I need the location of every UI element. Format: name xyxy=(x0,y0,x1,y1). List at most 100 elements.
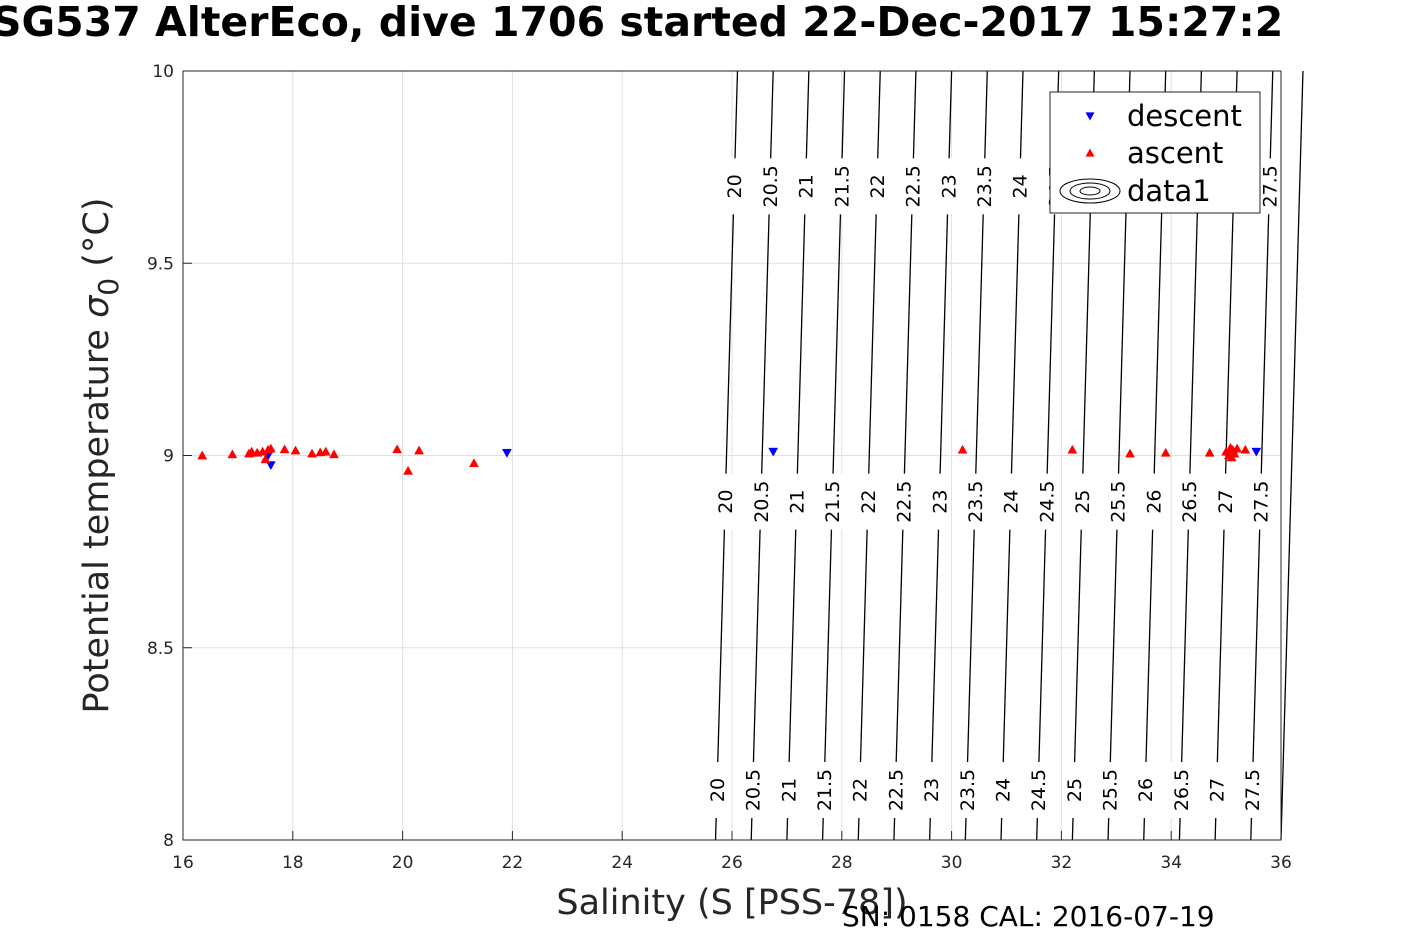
contour-label: 24.5 xyxy=(1028,769,1050,811)
contour-label: 24 xyxy=(1001,490,1023,514)
contour-label-gap xyxy=(1213,473,1236,530)
contour-label: 22.5 xyxy=(885,769,907,811)
contour-label: 26 xyxy=(1143,490,1165,514)
contour-label: 27.5 xyxy=(1242,769,1264,811)
x-tick-label: 26 xyxy=(721,853,743,873)
contour-label: 21.5 xyxy=(822,480,844,522)
x-tick-label: 18 xyxy=(282,853,304,873)
contour-label: 21.5 xyxy=(831,165,853,207)
descent-point xyxy=(265,461,276,471)
contour-label: 26.5 xyxy=(1179,480,1201,522)
ascent-point xyxy=(320,446,331,456)
contour-label-gap xyxy=(714,473,737,530)
contour-label-gap xyxy=(1142,473,1165,530)
contour-label-gap xyxy=(1178,473,1201,530)
contour-label: 22 xyxy=(858,490,880,514)
contour-label: 20.5 xyxy=(760,165,782,207)
contour-label-gap xyxy=(963,473,986,530)
legend-box xyxy=(1049,91,1261,214)
contour-label-gap xyxy=(920,762,943,819)
contour-label: 21.5 xyxy=(814,769,836,811)
ascent-point xyxy=(1204,447,1215,457)
contour-label: 20.5 xyxy=(751,480,773,522)
contour-label: 25.5 xyxy=(1108,480,1130,522)
contour-label: 24 xyxy=(1010,174,1032,198)
contour-label: 22.5 xyxy=(894,480,916,522)
contour-label-gap xyxy=(937,158,960,215)
contour-label-gap xyxy=(813,762,836,819)
ascent-point xyxy=(227,449,238,459)
ascent-point xyxy=(279,444,290,454)
contour-label-gap xyxy=(777,762,800,819)
contour-label: 25 xyxy=(1072,490,1094,514)
ascent-point xyxy=(1125,448,1135,458)
contour-label: 24 xyxy=(992,778,1014,802)
x-tick-label: 36 xyxy=(1270,853,1292,873)
legend-ascent-marker xyxy=(1085,148,1095,157)
ascent-point xyxy=(1160,447,1171,457)
descent-point xyxy=(501,448,512,458)
contour-label: 26.5 xyxy=(1171,769,1193,811)
contour-label-gap xyxy=(821,473,844,530)
ascent-point xyxy=(329,449,339,459)
contour-label-gap xyxy=(928,473,951,530)
contour-label: 20.5 xyxy=(743,769,765,811)
contour-label: 20 xyxy=(724,174,746,198)
contour-label-gap xyxy=(901,158,924,215)
contour-label-gap xyxy=(1106,473,1129,530)
contour-label: 22 xyxy=(850,778,872,802)
y-axis-label-symbol: σ xyxy=(77,294,117,318)
contour-label: 22 xyxy=(867,174,889,198)
ascent-point xyxy=(246,446,257,456)
contour-label-gap xyxy=(856,473,879,530)
contour-label: 27 xyxy=(1215,490,1237,514)
contour-line xyxy=(1280,70,1304,841)
contour-label-gap xyxy=(749,473,772,530)
ascent-point xyxy=(1229,448,1240,458)
y-axis-label: Potential temperature σ0 (°C) xyxy=(77,198,125,714)
ascent-point xyxy=(1240,444,1251,454)
contour-label-gap xyxy=(955,762,978,819)
legend-contour-icon xyxy=(1069,182,1111,200)
contour-label-gap xyxy=(892,473,915,530)
y-tick-label: 8.5 xyxy=(147,639,174,659)
x-tick-label: 20 xyxy=(392,853,414,873)
legend-contour-icon xyxy=(1059,178,1121,204)
y-tick-label: 10 xyxy=(152,62,174,82)
legend-ascent-label: ascent xyxy=(1127,136,1223,170)
ascent-point xyxy=(957,444,968,454)
contour-label: 27.5 xyxy=(1250,480,1272,522)
ascent-point xyxy=(260,454,271,464)
contour-label-gap xyxy=(865,158,888,215)
contour-label: 21 xyxy=(787,490,809,514)
y-tick-label: 9.5 xyxy=(147,254,174,274)
x-tick-label: 16 xyxy=(172,853,194,873)
contour-label-gap xyxy=(1249,473,1272,530)
contour-label-gap xyxy=(830,158,853,215)
contour-label-gap xyxy=(848,762,871,819)
ascent-point xyxy=(265,443,276,453)
contour-label-gap xyxy=(1258,158,1281,215)
ascent-point xyxy=(403,465,414,475)
contour-label: 20 xyxy=(707,778,729,802)
data-points xyxy=(197,442,1262,475)
legend-descent-marker xyxy=(1085,112,1095,121)
contour-label-gap xyxy=(884,762,907,819)
contour-label-gap xyxy=(785,473,808,530)
contour-label-gap xyxy=(1134,762,1157,819)
contour-label-gap xyxy=(1205,762,1228,819)
contour-label-gap xyxy=(1008,158,1031,215)
contour-label: 22.5 xyxy=(903,165,925,207)
contour-label-gap xyxy=(1098,762,1121,819)
contour-label-gap xyxy=(1071,473,1094,530)
ascent-point xyxy=(290,445,301,455)
ascent-point xyxy=(197,450,208,460)
descent-point xyxy=(1251,447,1262,457)
contour-label-gap xyxy=(1035,473,1058,530)
contour-label: 26 xyxy=(1135,778,1157,802)
contour-label: 27 xyxy=(1207,778,1229,802)
x-tick-label: 22 xyxy=(502,853,524,873)
ascent-point xyxy=(1067,444,1078,454)
